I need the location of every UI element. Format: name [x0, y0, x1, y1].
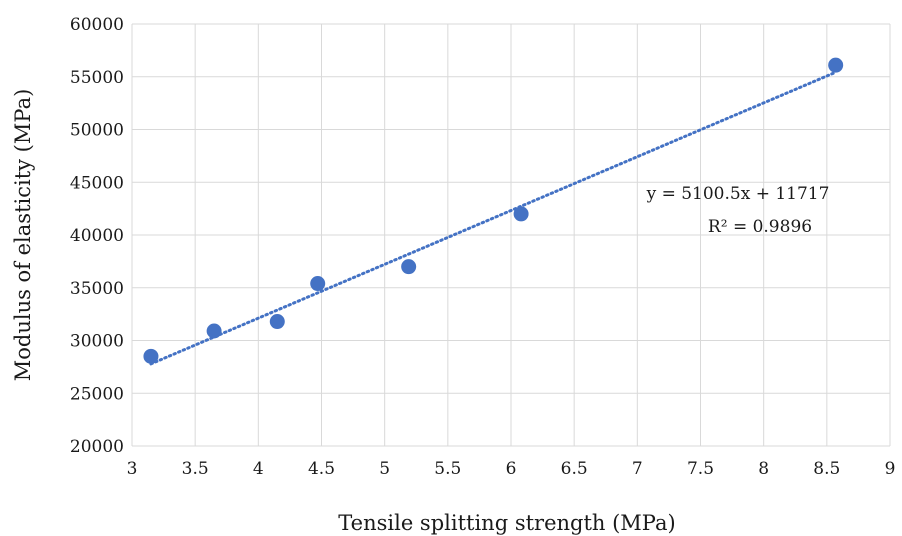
y-tick-label: 35000: [70, 279, 124, 299]
data-point: [143, 348, 159, 364]
x-tick-label: 6: [506, 459, 517, 479]
y-tick-label: 40000: [70, 226, 124, 246]
x-tick-label: 5.5: [434, 459, 461, 479]
data-point: [828, 57, 844, 73]
data-point: [310, 276, 326, 292]
x-tick-label: 8.5: [813, 459, 840, 479]
x-tick-label: 4: [253, 459, 264, 479]
data-point: [269, 314, 285, 330]
gridlines: [131, 23, 891, 447]
x-tick-label: 7: [632, 459, 643, 479]
data-point: [206, 323, 222, 339]
x-tick-label: 8: [758, 459, 769, 479]
x-tick-label: 6.5: [561, 459, 588, 479]
trendline-group: [149, 70, 838, 366]
x-axis-ticks: 3 3.5 4 4.5 5 5.5 6 6.5 7 7.5 8 8.5 9: [127, 459, 896, 479]
trendline-r-squared: R² = 0.9896: [708, 217, 812, 237]
trendline-equation: y = 5100.5x + 11717: [646, 184, 830, 204]
trendline: [149, 70, 838, 366]
data-point: [513, 206, 529, 222]
x-tick-label: 3: [127, 459, 138, 479]
y-axis-ticks: 20000 25000 30000 35000 40000 45000 50000 55000…: [70, 15, 124, 457]
y-tick-label: 20000: [70, 437, 124, 457]
y-tick-label: 50000: [70, 121, 124, 141]
x-axis-title: Tensile splitting strength (MPa): [338, 511, 675, 535]
y-tick-label: 30000: [70, 332, 124, 352]
y-axis-title: Modulus of elasticity (MPa): [11, 89, 35, 382]
data-point: [401, 259, 417, 275]
x-tick-label: 9: [885, 459, 896, 479]
x-tick-label: 5: [379, 459, 390, 479]
y-tick-label: 25000: [70, 384, 124, 404]
x-tick-label: 3.5: [182, 459, 209, 479]
y-tick-label: 55000: [70, 68, 124, 88]
x-tick-label: 4.5: [308, 459, 335, 479]
data-points: [143, 57, 844, 364]
y-tick-label: 45000: [70, 173, 124, 193]
x-tick-label: 7.5: [687, 459, 714, 479]
y-tick-label: 60000: [70, 15, 124, 35]
